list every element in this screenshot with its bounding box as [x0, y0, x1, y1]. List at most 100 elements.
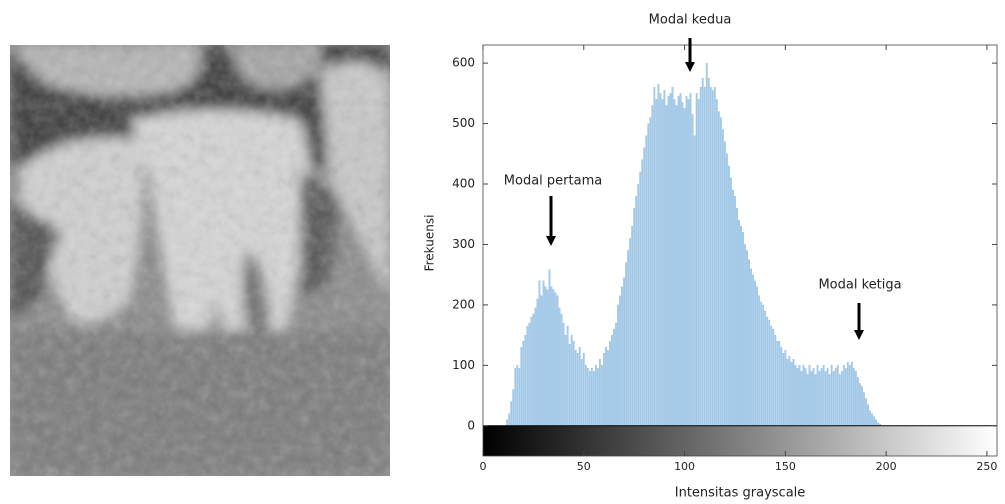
bar — [518, 368, 521, 426]
bar — [665, 105, 668, 426]
bar — [707, 78, 710, 426]
bar — [508, 413, 511, 426]
bar — [853, 368, 855, 426]
x-tick-label: 200 — [876, 460, 897, 473]
bar — [703, 87, 706, 426]
bar — [588, 371, 591, 426]
bar — [582, 353, 585, 426]
bar — [796, 368, 799, 426]
bar — [671, 87, 674, 426]
bar — [578, 347, 581, 426]
bar — [653, 87, 656, 426]
bar — [818, 371, 821, 426]
bar — [643, 147, 646, 426]
bar — [631, 226, 634, 426]
bar — [693, 135, 696, 426]
bar — [728, 165, 730, 426]
bar — [770, 325, 773, 426]
bar — [546, 289, 549, 426]
bar — [746, 250, 748, 426]
bar — [724, 141, 726, 426]
bar — [774, 334, 777, 426]
bar — [514, 368, 517, 426]
y-tick-label: 200 — [452, 297, 475, 311]
bar — [530, 316, 533, 426]
bar — [808, 365, 811, 426]
bar — [861, 386, 863, 426]
bar — [810, 371, 813, 426]
bar — [599, 359, 601, 426]
bar — [748, 259, 750, 426]
bar — [730, 177, 732, 426]
bar — [780, 347, 783, 426]
bar — [572, 341, 575, 426]
bar — [689, 93, 692, 426]
bar — [512, 389, 515, 426]
x-axis-label: Intensitas grayscale — [675, 486, 806, 501]
bar — [875, 419, 877, 426]
bar — [601, 365, 603, 426]
bar — [699, 87, 702, 426]
bar — [713, 87, 716, 426]
bar — [719, 117, 722, 426]
bar — [677, 96, 680, 426]
bar — [564, 334, 567, 426]
bar — [621, 286, 623, 426]
bar — [800, 371, 803, 426]
bar — [673, 99, 676, 426]
y-tick-label: 0 — [467, 418, 475, 432]
bar — [832, 371, 835, 426]
bar — [685, 96, 688, 426]
bar — [711, 90, 714, 426]
bar — [744, 244, 746, 426]
bar — [715, 99, 718, 426]
bar — [752, 274, 754, 426]
bar — [857, 377, 859, 426]
bar — [645, 135, 648, 426]
bar — [846, 362, 849, 426]
bar — [661, 99, 664, 426]
bar — [540, 295, 543, 426]
bar — [532, 313, 535, 426]
bar — [802, 365, 805, 426]
bar — [552, 289, 555, 426]
bar — [736, 208, 738, 426]
bar — [506, 419, 509, 426]
bar — [568, 344, 571, 426]
bar — [859, 383, 861, 426]
bar — [834, 368, 837, 426]
bar — [609, 341, 611, 426]
bar — [740, 226, 742, 426]
annotation: Modal ketiga — [818, 278, 901, 293]
bar — [584, 365, 587, 426]
bar — [570, 334, 573, 426]
bar — [554, 292, 557, 426]
bar — [590, 368, 593, 426]
bar — [788, 356, 791, 426]
bar — [738, 220, 740, 426]
bar — [534, 307, 537, 426]
bar — [764, 310, 767, 426]
y-tick-label: 500 — [452, 116, 475, 130]
bar — [863, 392, 865, 426]
bar — [756, 286, 758, 426]
bar — [629, 238, 632, 426]
bar — [768, 319, 771, 426]
bar — [798, 365, 801, 426]
bar — [709, 87, 712, 426]
bar — [675, 105, 678, 426]
bar — [538, 280, 541, 426]
bar — [663, 90, 666, 426]
bar — [558, 307, 561, 426]
bar — [865, 398, 867, 426]
bar — [617, 304, 619, 426]
bar — [750, 268, 752, 426]
x-tick-label: 0 — [480, 460, 487, 473]
bar — [641, 159, 644, 426]
bar — [851, 362, 853, 426]
bar — [542, 280, 545, 426]
bar — [828, 374, 831, 426]
annotation: Modal kedua — [649, 13, 732, 28]
bar — [855, 371, 857, 426]
xray-image — [10, 45, 390, 476]
